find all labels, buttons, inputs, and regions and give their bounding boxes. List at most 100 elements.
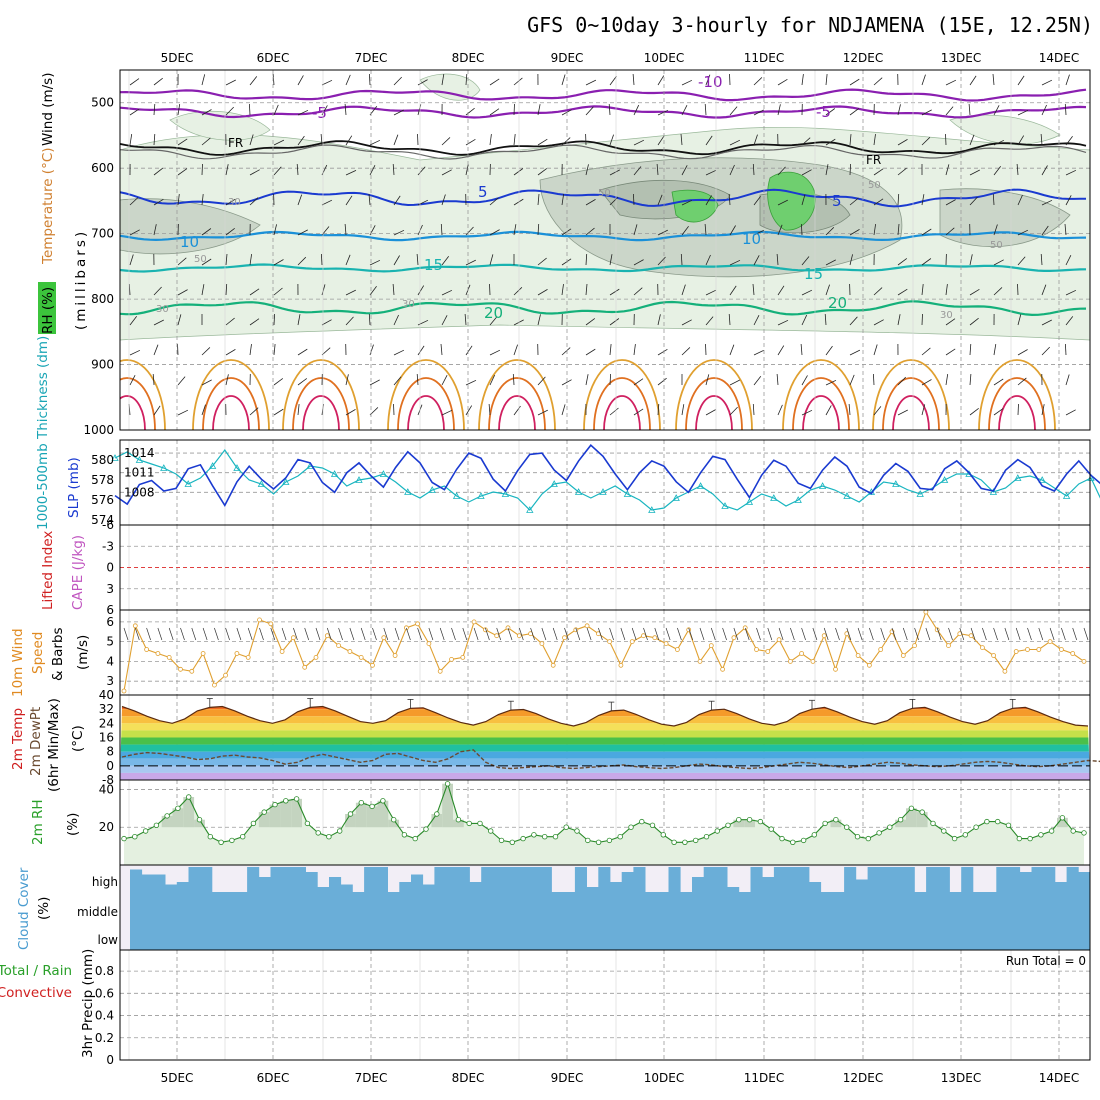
wind-barb — [849, 374, 855, 386]
wind-barb — [441, 409, 453, 416]
wind-barb-10m — [823, 627, 829, 641]
wind-barb-10m — [541, 627, 547, 641]
wind-barb — [489, 349, 501, 356]
wind-barb — [1017, 194, 1023, 206]
wind-barb-10m — [214, 627, 219, 641]
wind-barb — [585, 348, 596, 356]
wind10m-panel: -6 -3 0 3 66 5 4 3 — [102, 518, 1090, 694]
wind-barb — [753, 376, 762, 386]
wind-barb — [609, 344, 612, 356]
contour-minus10 — [120, 88, 1087, 102]
wind-barb-10m — [428, 627, 434, 641]
wind-barb — [633, 193, 635, 206]
wind-barb — [417, 133, 419, 146]
wind-barb — [825, 405, 832, 416]
temp-band — [120, 772, 1090, 780]
rh-point — [811, 832, 817, 838]
temp-tick: 8 — [106, 745, 114, 759]
wind-barb — [153, 167, 163, 176]
thickness-point — [379, 470, 388, 477]
wind-barb — [513, 134, 516, 146]
wind-barb — [609, 169, 620, 176]
wind-barb — [1041, 319, 1052, 326]
rh-point — [779, 835, 785, 842]
wind-speed-point — [1059, 647, 1064, 652]
rh-point — [239, 834, 246, 840]
rh-point — [315, 830, 321, 836]
rh-point — [272, 801, 278, 808]
rh-point — [897, 817, 904, 823]
contour-20 — [120, 300, 1087, 317]
wind-barb — [561, 137, 571, 146]
wind-barb — [657, 403, 660, 416]
rh-point — [973, 824, 979, 830]
wind-barb — [417, 285, 425, 296]
contour-label: 20 — [484, 304, 503, 322]
warm-contour — [792, 377, 850, 430]
wind-barb — [273, 287, 283, 296]
wind-barb — [129, 375, 136, 386]
wind-barb — [417, 166, 426, 176]
wind-speed-point — [223, 672, 229, 678]
day-label-top: 13DEC — [941, 51, 981, 65]
wind-barb — [969, 75, 977, 86]
wind-barb — [777, 404, 783, 416]
wind-barb — [897, 409, 908, 416]
cloud-high-bar — [539, 867, 552, 892]
pressure-tick: 900 — [91, 358, 114, 372]
wind-speed-point — [403, 625, 409, 631]
wind-barb-10m — [778, 627, 784, 641]
warm-contour — [192, 359, 270, 430]
wind-barb — [848, 403, 851, 416]
wind-barb — [993, 139, 1005, 146]
wind-barb — [729, 259, 741, 266]
rh-point — [714, 828, 720, 834]
wind-barb — [657, 135, 665, 146]
wind-barb — [153, 133, 156, 146]
cloud-high-bar — [258, 877, 271, 892]
wind-barb-10m — [247, 627, 253, 641]
wind-barb — [537, 104, 541, 116]
wind-speed-point — [833, 666, 838, 672]
thickness-point — [672, 494, 680, 501]
thickness-point — [1038, 476, 1046, 483]
wind-barb-10m — [564, 627, 569, 641]
wind-barb — [249, 76, 258, 86]
wind-barb-10m — [530, 627, 535, 641]
wind-speed-point — [968, 633, 974, 639]
thickness-point — [160, 464, 168, 471]
wind-barb — [249, 344, 252, 356]
thickness-point — [1062, 492, 1071, 499]
precip-tick: 0 — [106, 1053, 114, 1067]
temp-band — [120, 730, 1090, 738]
wind-barb — [273, 104, 279, 116]
rh-point — [488, 828, 494, 834]
wind-barb — [489, 229, 500, 236]
temp-tick: 0 — [106, 759, 114, 773]
wind-barb — [273, 378, 284, 386]
rh-point — [1038, 832, 1044, 838]
wind-barb-10m — [202, 627, 208, 641]
wind-barb — [825, 74, 828, 86]
contour-label: FR — [228, 136, 243, 150]
cloud-high-bar — [422, 884, 435, 892]
wind-barb — [1040, 253, 1043, 266]
wind-barb — [297, 404, 300, 416]
wind-barb — [368, 313, 371, 326]
cloud-high-bar — [492, 867, 505, 892]
wind-barb — [465, 345, 473, 356]
wind-barb — [992, 73, 995, 86]
wind-barb — [393, 403, 395, 416]
wind-speed-point — [742, 625, 748, 631]
wind-barb — [801, 256, 810, 266]
cloud-high-bar — [130, 869, 143, 892]
contour-freezing-a — [120, 140, 1087, 156]
cloud-high-bar — [446, 867, 459, 892]
thickness-point — [696, 482, 705, 489]
warm-contour — [282, 359, 360, 430]
wind-speed-point — [1047, 639, 1053, 644]
wind-barb — [681, 165, 688, 176]
wind-barb — [321, 284, 326, 296]
wind-barb — [945, 164, 950, 176]
wind-barb — [705, 409, 716, 416]
